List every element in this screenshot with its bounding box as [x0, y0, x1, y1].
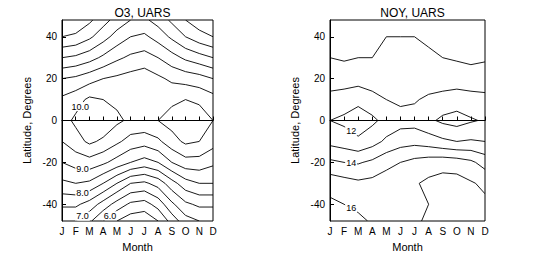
svg-text:9.0: 9.0: [76, 164, 89, 174]
svg-text:Month: Month: [122, 241, 153, 253]
svg-text:40: 40: [46, 31, 58, 42]
svg-text:Month: Month: [392, 241, 423, 253]
svg-text:O3, UARS: O3, UARS: [114, 6, 170, 20]
svg-text:10.0: 10.0: [72, 102, 90, 112]
svg-text:M: M: [382, 226, 390, 237]
svg-text:Latitude, Degrees: Latitude, Degrees: [21, 77, 33, 164]
svg-text:F: F: [73, 226, 79, 237]
svg-text:S: S: [439, 226, 446, 237]
svg-text:0: 0: [319, 115, 325, 126]
svg-text:A: A: [425, 226, 432, 237]
svg-text:14: 14: [346, 158, 356, 168]
svg-text:20: 20: [314, 73, 326, 84]
svg-text:M: M: [85, 226, 93, 237]
svg-text:16: 16: [346, 203, 356, 213]
svg-text:40: 40: [314, 31, 326, 42]
svg-text:S: S: [168, 226, 175, 237]
svg-text:O: O: [182, 226, 190, 237]
svg-text:D: D: [209, 226, 216, 237]
svg-text:M: M: [113, 226, 121, 237]
svg-text:J: J: [128, 226, 133, 237]
svg-text:6.0: 6.0: [104, 211, 117, 221]
svg-text:A: A: [100, 226, 107, 237]
svg-text:O: O: [453, 226, 461, 237]
svg-text:N: N: [196, 226, 203, 237]
svg-text:J: J: [412, 226, 417, 237]
svg-text:J: J: [398, 226, 403, 237]
svg-text:-20: -20: [43, 157, 58, 168]
svg-text:Latitude, Degrees: Latitude, Degrees: [289, 77, 301, 164]
svg-text:A: A: [155, 226, 162, 237]
svg-text:A: A: [369, 226, 376, 237]
svg-text:20: 20: [46, 73, 58, 84]
svg-text:0: 0: [51, 115, 57, 126]
svg-text:J: J: [328, 226, 333, 237]
svg-text:D: D: [481, 226, 488, 237]
svg-text:8.0: 8.0: [76, 188, 89, 198]
svg-text:J: J: [60, 226, 65, 237]
svg-text:7.0: 7.0: [76, 211, 89, 221]
svg-text:-20: -20: [311, 157, 326, 168]
svg-text:N: N: [467, 226, 474, 237]
svg-text:J: J: [142, 226, 147, 237]
svg-text:NOY, UARS: NOY, UARS: [380, 6, 444, 20]
svg-text:-40: -40: [43, 199, 58, 210]
svg-text:F: F: [341, 226, 347, 237]
svg-text:M: M: [354, 226, 362, 237]
svg-text:-40: -40: [311, 199, 326, 210]
svg-text:12: 12: [346, 126, 356, 136]
